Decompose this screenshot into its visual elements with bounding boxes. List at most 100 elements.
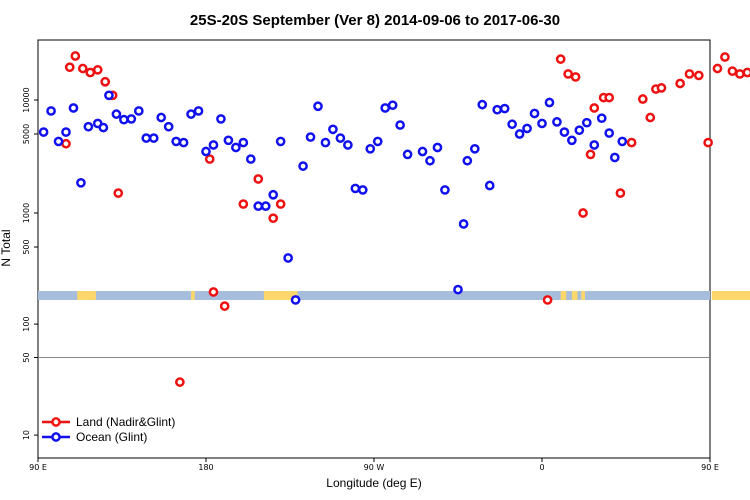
land-point bbox=[61, 138, 71, 149]
ocean-point bbox=[126, 114, 137, 124]
ocean-point bbox=[208, 140, 219, 150]
ocean-point bbox=[357, 185, 368, 195]
ocean-point bbox=[507, 119, 517, 130]
ocean-point bbox=[245, 154, 256, 164]
land-patch-small bbox=[191, 291, 195, 300]
legend-land-marker bbox=[51, 417, 61, 427]
ocean-point bbox=[83, 121, 94, 132]
ocean-point bbox=[133, 106, 144, 116]
ocean-point bbox=[253, 201, 264, 211]
legend: Land (Nadir&Glint) Ocean (Glint) bbox=[42, 415, 175, 444]
ocean-point bbox=[581, 117, 592, 128]
legend-ocean-label: Ocean (Glint) bbox=[76, 430, 147, 444]
land-point bbox=[656, 83, 667, 93]
x-tick-label: 0 bbox=[539, 463, 544, 472]
ocean-point bbox=[119, 114, 129, 125]
legend-land-label: Land (Nadir&Glint) bbox=[76, 415, 175, 429]
land-point bbox=[208, 287, 219, 297]
ocean-point bbox=[559, 127, 570, 137]
land-patch-australia-2 bbox=[711, 291, 750, 300]
ocean-point bbox=[148, 133, 159, 143]
ocean-point bbox=[589, 140, 600, 150]
y-tick-label: 500 bbox=[22, 239, 31, 254]
ocean-point bbox=[387, 100, 398, 111]
y-tick-label: 100 bbox=[22, 316, 31, 331]
ocean-point bbox=[604, 128, 615, 138]
ocean-point bbox=[537, 118, 547, 129]
ocean-point bbox=[275, 136, 286, 147]
y-axis-label: N Total bbox=[0, 229, 13, 266]
land-point bbox=[645, 112, 656, 123]
land-point bbox=[742, 67, 750, 78]
ocean-point bbox=[417, 146, 428, 157]
ocean-point bbox=[320, 137, 331, 148]
land-patch-africa-south bbox=[581, 291, 585, 300]
land-point bbox=[204, 154, 215, 164]
x-tick-label: 90 W bbox=[364, 463, 385, 472]
y-tick-label: 1000 bbox=[22, 203, 31, 223]
y-tick-label: 10000 bbox=[22, 87, 31, 112]
x-tick-label: 90 E bbox=[701, 463, 719, 472]
land-patch-south-america bbox=[263, 291, 298, 300]
y-tick-label: 5000 bbox=[22, 124, 31, 144]
land-point bbox=[92, 64, 103, 75]
ocean-point bbox=[372, 136, 383, 147]
ocean-point bbox=[492, 104, 503, 115]
ocean-point bbox=[617, 136, 628, 147]
land-point bbox=[555, 54, 566, 64]
y-tick-label: 10 bbox=[22, 430, 31, 440]
land-point bbox=[684, 69, 695, 79]
ocean-point bbox=[335, 133, 346, 143]
ocean-point bbox=[76, 177, 86, 188]
ocean-point bbox=[223, 135, 234, 146]
ocean-point bbox=[552, 117, 562, 127]
ocean-point bbox=[469, 143, 480, 154]
ocean-point bbox=[231, 142, 241, 153]
y-axis-ticks: 500 1000 5000 10000 10 50 100 bbox=[22, 87, 38, 440]
land-point bbox=[85, 67, 96, 78]
ocean-point bbox=[529, 108, 540, 119]
ocean-point bbox=[141, 133, 152, 143]
land-patch-africa-east bbox=[571, 291, 578, 300]
ocean-point bbox=[178, 137, 189, 148]
land-point bbox=[604, 92, 615, 103]
x-axis-ticks: 90 E 180 90 W 0 90 E bbox=[29, 458, 719, 472]
ocean-point bbox=[328, 124, 338, 135]
ocean-point bbox=[499, 103, 510, 114]
ocean-point bbox=[453, 284, 463, 295]
land-point bbox=[735, 69, 745, 79]
land-point bbox=[727, 66, 738, 77]
ocean-point bbox=[567, 135, 577, 146]
land-point bbox=[253, 174, 264, 184]
ocean-point bbox=[380, 103, 391, 113]
ocean-point bbox=[68, 103, 79, 113]
land-point bbox=[100, 76, 111, 87]
ocean-point bbox=[432, 142, 443, 153]
land-point bbox=[578, 208, 588, 218]
land-point bbox=[615, 188, 626, 198]
ocean-point bbox=[186, 109, 196, 119]
land-point bbox=[637, 94, 648, 104]
land-point bbox=[268, 213, 279, 224]
ocean-point bbox=[156, 112, 167, 123]
land-point bbox=[113, 188, 124, 198]
ocean-point bbox=[283, 253, 293, 263]
y-tick-label: 50 bbox=[22, 352, 31, 362]
land-point bbox=[570, 72, 581, 82]
ocean-point bbox=[111, 109, 122, 119]
ocean-point bbox=[343, 140, 353, 150]
legend-ocean-marker bbox=[51, 432, 61, 442]
ocean-point bbox=[238, 137, 249, 148]
ocean-point bbox=[596, 113, 607, 124]
chart-title: 25S-20S September (Ver 8) 2014-09-06 to … bbox=[190, 12, 560, 29]
land-point bbox=[626, 137, 637, 148]
x-axis-label: Longitude (deg E) bbox=[326, 476, 421, 490]
ocean-point bbox=[425, 155, 435, 166]
ocean-point bbox=[484, 180, 495, 191]
ocean-point bbox=[290, 295, 301, 305]
ocean-point bbox=[365, 143, 376, 154]
ocean-point bbox=[163, 121, 174, 132]
land-point bbox=[720, 52, 730, 62]
ocean-point bbox=[609, 152, 620, 163]
land-patch-australia bbox=[77, 291, 96, 300]
